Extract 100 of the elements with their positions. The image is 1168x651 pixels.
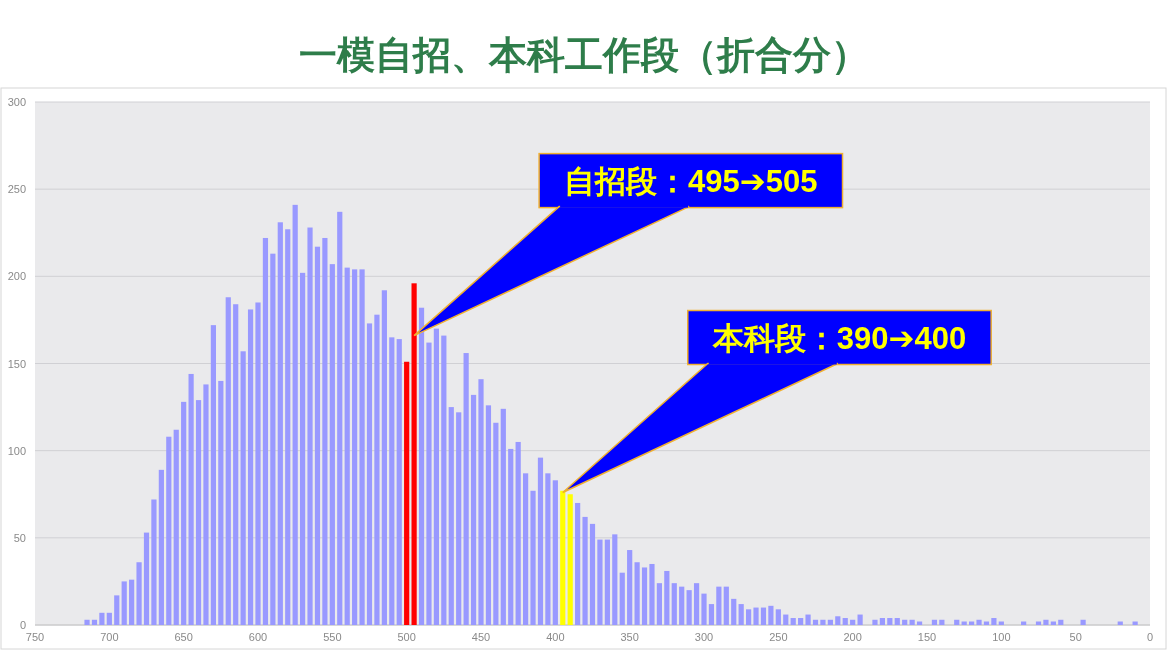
bar [121, 581, 127, 625]
bar [991, 618, 997, 625]
bar [136, 562, 142, 625]
bar [255, 302, 261, 625]
x-tick-label: 300 [694, 631, 714, 643]
bar [366, 323, 373, 625]
bar [515, 441, 521, 625]
bar [173, 429, 179, 625]
bar [337, 211, 343, 625]
x-tick-label: 700 [100, 631, 119, 643]
bar [723, 586, 729, 625]
x-tick-label: 600 [248, 631, 268, 643]
bar [508, 448, 514, 625]
y-tick-label: 250 [7, 183, 26, 196]
bar [671, 583, 677, 625]
bar [418, 307, 425, 625]
bar [411, 283, 417, 625]
bar [195, 400, 202, 625]
bar [664, 570, 670, 625]
bar [753, 607, 759, 625]
bar [560, 490, 566, 625]
bar [463, 353, 469, 625]
bar [530, 490, 536, 625]
bar [805, 614, 811, 625]
bar [649, 563, 655, 625]
bar [322, 237, 328, 625]
bar [181, 401, 187, 625]
x-tick-label: 450 [471, 631, 491, 643]
bar [314, 246, 321, 625]
bar [872, 619, 878, 625]
bar [879, 618, 885, 625]
bar [106, 612, 112, 625]
x-tick-label: 750 [25, 631, 45, 643]
bar [597, 539, 603, 625]
x-tick-label: 400 [546, 631, 565, 643]
bar [656, 583, 662, 625]
bar [1043, 619, 1049, 625]
bar [277, 222, 283, 625]
bar [679, 586, 685, 625]
bar [247, 309, 254, 625]
bar [500, 408, 506, 625]
bar [716, 586, 722, 625]
bar [523, 473, 529, 625]
x-tick-label: 350 [620, 631, 639, 643]
bar [552, 480, 558, 625]
bar [634, 562, 640, 625]
bar [329, 264, 335, 625]
bar [233, 304, 239, 625]
bar [470, 394, 477, 625]
bar [166, 436, 172, 625]
bar [300, 272, 306, 625]
bar [976, 619, 982, 625]
bar [493, 422, 499, 625]
bar [619, 572, 625, 625]
bar [478, 379, 484, 625]
bar [84, 619, 90, 625]
bar [768, 605, 774, 625]
y-tick-label: 150 [7, 357, 26, 370]
annotation: 自招段：495➔505 [564, 163, 818, 199]
bar [143, 532, 150, 625]
bar [902, 619, 908, 625]
x-tick-label: 200 [843, 631, 862, 643]
bar [909, 619, 915, 625]
bar [746, 609, 752, 625]
bar [812, 619, 819, 625]
bar [203, 384, 209, 625]
y-tick-label: 50 [13, 531, 26, 544]
bar [894, 618, 900, 625]
bar [240, 351, 246, 625]
bar [441, 335, 447, 625]
bar [285, 229, 291, 625]
bar [210, 325, 216, 625]
bar [545, 473, 551, 625]
bar [374, 314, 380, 625]
y-tick-label: 200 [7, 270, 26, 283]
bar [850, 619, 856, 625]
bar [575, 502, 581, 625]
bar [641, 567, 648, 625]
x-tick-label: 50 [1069, 631, 1082, 643]
bar [188, 373, 194, 625]
bar [307, 227, 313, 625]
bar [218, 380, 224, 625]
bar [842, 618, 848, 625]
bar [404, 361, 410, 625]
bar [604, 539, 610, 625]
bar [389, 337, 395, 625]
bar [790, 618, 796, 625]
x-tick-label: 650 [174, 631, 193, 643]
bar [91, 619, 98, 625]
bar [129, 579, 135, 625]
bar [158, 469, 164, 625]
bar [1080, 619, 1086, 625]
bar [396, 339, 402, 625]
bar [344, 267, 350, 625]
bar [426, 342, 432, 625]
bar [939, 619, 945, 625]
bar [775, 609, 781, 625]
bar [760, 607, 767, 625]
bar [954, 619, 960, 625]
bar [225, 297, 231, 625]
